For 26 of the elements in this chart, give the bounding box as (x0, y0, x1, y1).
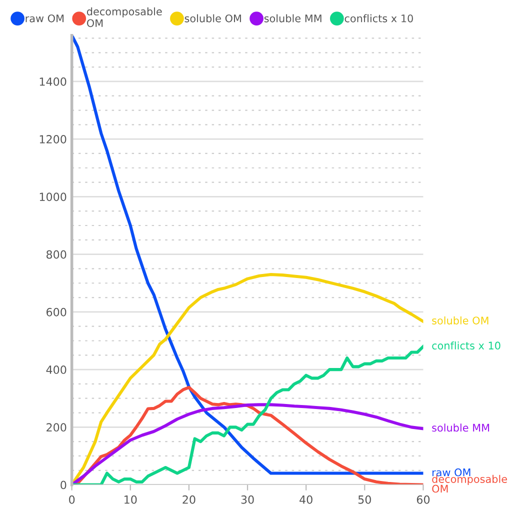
y-tick-label: 1000 (40, 192, 66, 202)
line-series (72, 35, 424, 475)
x-tick-label: 30 (241, 495, 254, 504)
text: conflicts x 10 (432, 341, 500, 350)
y-tick-label: 200 (46, 423, 66, 432)
y-tick-label: 0 (60, 480, 66, 490)
x-tick-label: 0 (69, 495, 75, 504)
x-tick-label: 60 (416, 495, 430, 504)
legend-label: conflicts x 10 (344, 14, 413, 22)
y-tick-label: 800 (46, 250, 66, 259)
legend-label: soluble MM (264, 14, 322, 22)
x-tick-label: 50 (358, 495, 371, 504)
text: soluble OM (432, 316, 488, 324)
x-tick-label: 40 (300, 495, 312, 504)
text: raw OM (432, 468, 470, 476)
legend-label: decomposable OM (86, 7, 162, 28)
legend-label: raw OM (26, 14, 64, 22)
y-tick-label: 400 (46, 366, 66, 374)
x-tick-label: 10 (124, 495, 137, 504)
x-tick-label: 20 (182, 495, 196, 504)
text: decomposable OM (432, 474, 507, 493)
text: soluble MM (432, 424, 490, 432)
y-tick-label: 1400 (40, 77, 66, 86)
legend-label: soluble OM (184, 14, 241, 22)
y-tick-label: 1200 (40, 135, 66, 144)
y-tick-label: 600 (46, 308, 66, 316)
